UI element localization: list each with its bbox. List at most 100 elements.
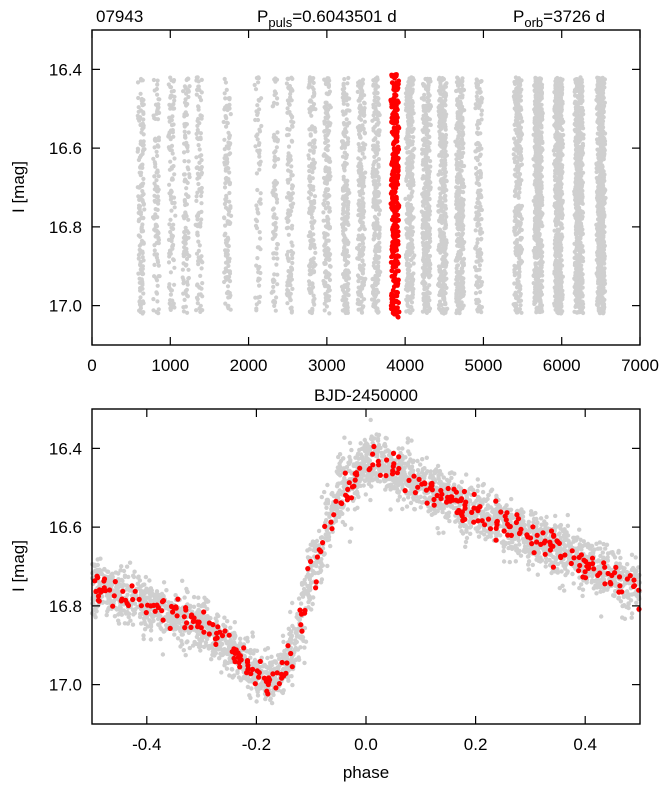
data-point (224, 277, 229, 282)
data-point (326, 226, 332, 231)
data-point (373, 136, 378, 141)
data-point (141, 142, 146, 148)
data-point (339, 145, 344, 150)
data-point (539, 125, 544, 130)
data-point (425, 224, 430, 229)
data-point (223, 253, 228, 258)
data-point (460, 130, 465, 135)
data-point (272, 212, 277, 217)
data-point (459, 300, 464, 305)
data-point (407, 252, 412, 257)
data-point (187, 172, 192, 177)
data-point (186, 267, 191, 272)
data-point (407, 76, 412, 81)
data-point (275, 256, 280, 261)
data-point (438, 197, 443, 202)
data-point (322, 119, 327, 124)
data-point (156, 97, 161, 102)
data-point (375, 117, 380, 122)
data-point (425, 235, 431, 240)
data-point (539, 102, 544, 107)
data-point (326, 271, 331, 276)
data-point (183, 241, 188, 246)
data-point (222, 215, 227, 220)
data-point (197, 147, 202, 152)
data-point (155, 207, 160, 212)
data-point (473, 149, 478, 154)
data-point (186, 94, 191, 100)
data-point (538, 76, 544, 81)
time-series-points (135, 72, 608, 320)
data-point (461, 197, 466, 202)
data-point (168, 217, 173, 222)
data-point (461, 247, 466, 252)
data-point (370, 118, 375, 123)
data-point (183, 97, 188, 102)
data-point (289, 164, 294, 169)
data-point (184, 186, 189, 191)
data-point (289, 240, 294, 245)
data-point (135, 185, 140, 190)
data-point (373, 294, 378, 299)
data-point (355, 89, 360, 94)
data-point (286, 144, 292, 149)
data-point (409, 123, 414, 128)
data-point (539, 254, 545, 259)
data-point (306, 286, 312, 291)
data-point (284, 195, 290, 200)
data-point (426, 80, 431, 85)
data-point (285, 301, 290, 306)
data-point (227, 199, 232, 204)
data-point (273, 232, 278, 237)
data-point (517, 250, 522, 255)
data-point (406, 208, 411, 213)
data-point (290, 184, 295, 189)
data-point (342, 202, 347, 207)
data-point (345, 238, 350, 243)
data-point (537, 206, 542, 211)
data-point (438, 284, 444, 289)
data-point (518, 303, 523, 308)
data-point (151, 308, 156, 313)
data-point (405, 88, 410, 93)
data-point (199, 217, 204, 222)
data-point (376, 290, 381, 295)
data-point (475, 268, 480, 273)
data-point (272, 154, 277, 159)
data-point (339, 139, 345, 144)
data-point (519, 310, 524, 315)
data-point (254, 308, 259, 313)
data-point (513, 304, 518, 309)
data-point (310, 170, 315, 175)
data-point (359, 167, 364, 172)
data-point (410, 142, 415, 147)
data-point (513, 214, 518, 219)
data-point (154, 149, 159, 154)
data-point (443, 245, 448, 251)
data-point (256, 211, 261, 216)
data-point (518, 115, 523, 120)
data-point (222, 185, 228, 190)
data-point (444, 178, 449, 183)
data-point (479, 108, 484, 113)
data-point (420, 230, 426, 235)
data-point (323, 133, 328, 138)
data-point (479, 112, 484, 117)
data-point (156, 307, 161, 312)
data-point (357, 242, 362, 247)
data-point (195, 301, 200, 306)
data-point (512, 273, 517, 278)
data-point (308, 244, 313, 249)
data-point (226, 140, 231, 145)
data-point (443, 126, 448, 131)
data-point (356, 80, 361, 85)
data-point (477, 248, 482, 254)
data-point (324, 304, 329, 309)
data-point (151, 77, 156, 83)
data-point (137, 155, 142, 160)
data-point (518, 98, 523, 103)
data-point (423, 154, 428, 159)
data-point (517, 182, 523, 187)
data-point (344, 117, 349, 122)
data-point (306, 153, 311, 158)
